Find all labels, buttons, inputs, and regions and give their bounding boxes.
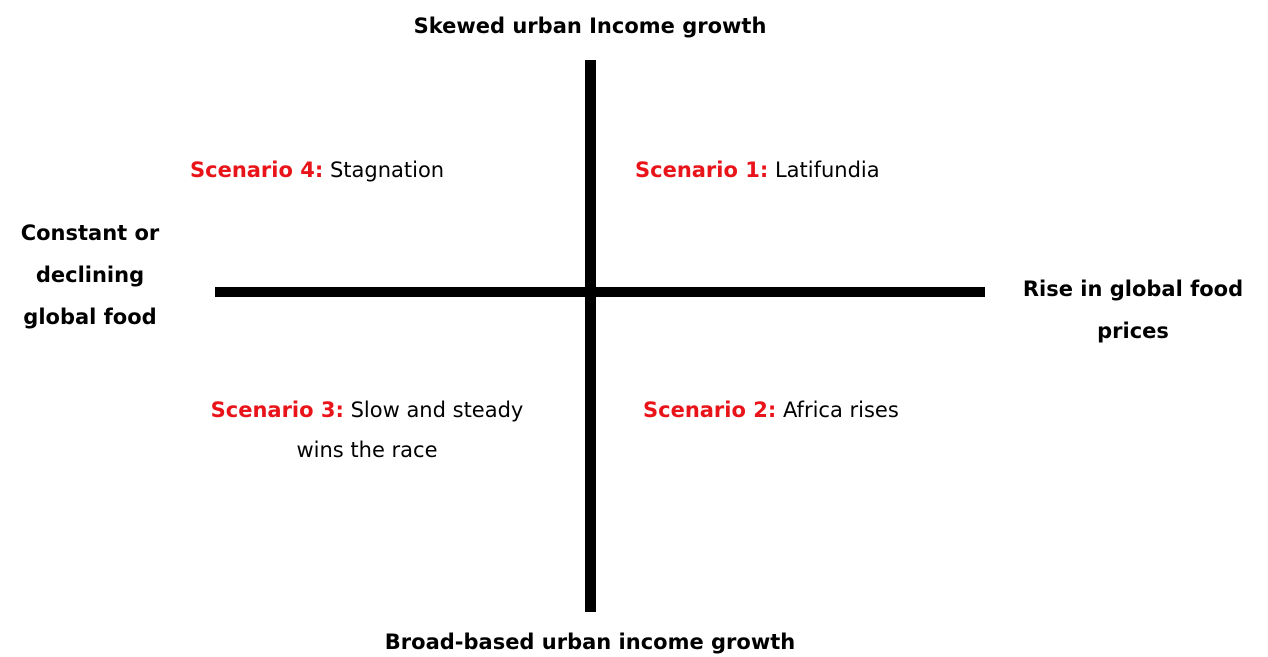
left-axis-line: declining — [35, 263, 145, 287]
quadrant: Scenario 2: Africa rises — [643, 390, 899, 430]
left-axis-line: Constant or — [20, 221, 160, 245]
scenario-name: Latifundia — [774, 158, 880, 182]
left-axis-label: Constant or declining global food — [0, 212, 180, 338]
scenario-label: Scenario 4: — [190, 158, 324, 182]
quadrant: Scenario 1: Latifundia — [635, 150, 880, 190]
right-axis-line: Rise in global food — [1022, 277, 1244, 301]
scenario-label: Scenario 2: — [643, 398, 777, 422]
scenario-label: Scenario 1: — [635, 158, 769, 182]
scenario-name: Africa rises — [782, 398, 899, 422]
bottom-axis-label: Broad-based urban income growth — [384, 630, 796, 654]
left-axis-line: global food — [23, 305, 157, 329]
vertical-axis — [585, 60, 596, 612]
horizontal-axis — [215, 287, 985, 297]
right-axis-label: Rise in global food prices — [1008, 268, 1258, 352]
scenario-name: Stagnation — [329, 158, 445, 182]
top-axis-label: Skewed urban Income growth — [413, 14, 767, 38]
quadrant: Scenario 3: Slow and steady wins the rac… — [192, 390, 542, 470]
right-axis-line: prices — [1097, 319, 1169, 343]
scenario-label: Scenario 3: — [210, 398, 344, 422]
quadrant: Scenario 4: Stagnation — [190, 150, 444, 190]
scenario-name: Slow and steady wins the race — [296, 398, 524, 462]
